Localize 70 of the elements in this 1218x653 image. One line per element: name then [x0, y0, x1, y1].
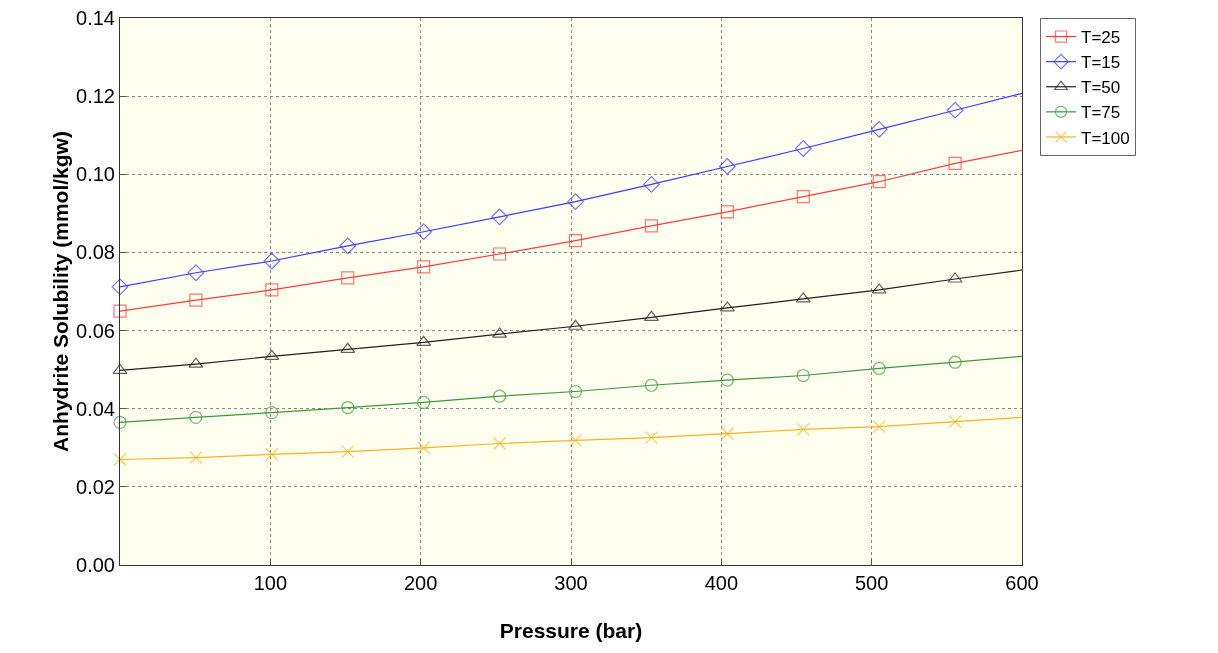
point [112, 363, 128, 375]
point [341, 400, 355, 415]
point [492, 247, 507, 261]
legend-label: T=75 [1081, 103, 1121, 123]
point [417, 395, 431, 410]
y-tick-label: 0.06 [76, 319, 115, 342]
point [720, 427, 734, 441]
point [644, 431, 659, 445]
point [265, 283, 279, 297]
y-tick-label: 0.00 [76, 554, 115, 576]
y-tick-label: 0.10 [76, 163, 115, 186]
y-axis-title: Anhydrite Solubility (mmol/kgw) [49, 131, 72, 452]
point [568, 433, 583, 447]
point [492, 436, 507, 451]
x-tick-label: 100 [253, 572, 288, 594]
point [872, 420, 886, 434]
point [946, 101, 964, 119]
point [113, 304, 127, 318]
y-tick-label: 0.12 [76, 85, 115, 108]
point [720, 205, 734, 219]
point [948, 415, 962, 429]
point [718, 158, 736, 175]
point [568, 384, 583, 399]
point [187, 264, 205, 282]
point [872, 361, 886, 376]
point [870, 120, 888, 138]
point [189, 410, 203, 424]
point [113, 452, 127, 467]
point [643, 176, 660, 193]
point [417, 441, 431, 455]
point [189, 293, 203, 307]
y-tick-label: 0.08 [76, 241, 115, 264]
x-tick-label: 300 [554, 572, 588, 594]
point [417, 260, 431, 274]
point [948, 355, 962, 369]
point [113, 415, 127, 429]
point [872, 175, 886, 189]
point [644, 378, 659, 392]
point [796, 368, 810, 383]
point [339, 237, 357, 255]
point [491, 208, 508, 226]
point [111, 278, 129, 296]
point [189, 450, 203, 465]
legend-label: T=25 [1081, 28, 1121, 48]
y-tick-label: 0.14 [76, 7, 115, 29]
x-tick-label: 500 [854, 572, 889, 594]
x-tick-label: 600 [1005, 572, 1039, 594]
point [796, 422, 810, 437]
legend-label: T=100 [1081, 128, 1130, 148]
point [644, 219, 659, 233]
point [265, 406, 279, 420]
x-axis-title: Pressure (bar) [499, 619, 643, 642]
x-tick-label: 400 [704, 572, 739, 594]
legend-label: T=15 [1081, 53, 1121, 73]
point [265, 447, 279, 462]
point [263, 252, 281, 270]
point [794, 140, 812, 157]
legend-label: T=50 [1081, 78, 1121, 98]
point [948, 156, 962, 170]
x-tick-label: 200 [403, 572, 438, 594]
point [341, 271, 355, 285]
point [568, 234, 583, 248]
point [567, 193, 584, 211]
point [415, 223, 433, 241]
point [720, 373, 734, 387]
y-tick-label: 0.02 [76, 475, 115, 498]
point [493, 389, 507, 403]
point [796, 189, 810, 204]
y-tick-label: 0.04 [76, 397, 115, 420]
point [341, 445, 355, 459]
